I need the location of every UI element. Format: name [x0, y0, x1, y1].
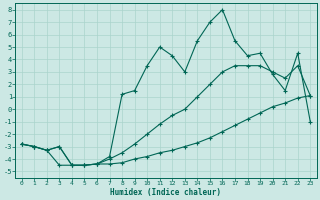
X-axis label: Humidex (Indice chaleur): Humidex (Indice chaleur) [110, 188, 221, 197]
